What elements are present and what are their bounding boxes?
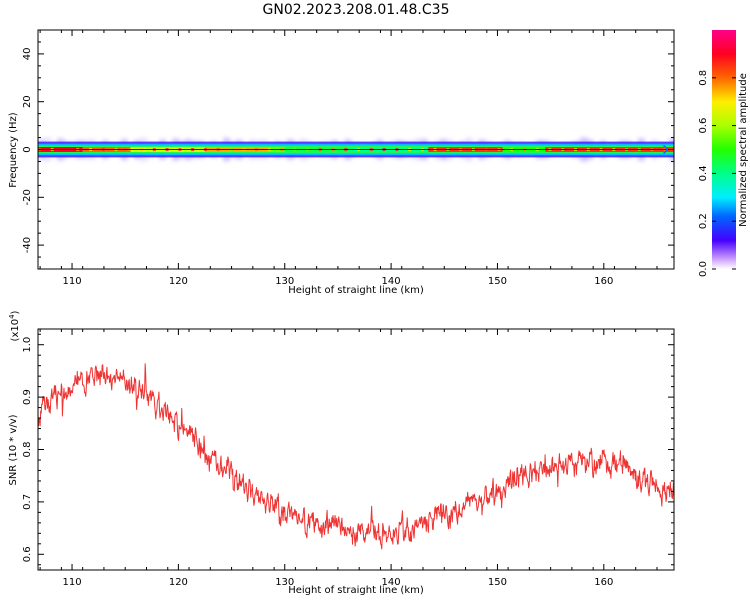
- snr-x-axis-label: Height of straight line (km): [288, 585, 424, 596]
- snr-x-tick-label: 150: [488, 577, 507, 588]
- colorbar-tick-label: 0.6: [698, 118, 709, 134]
- spectrogram-y-tick-label: 20: [22, 95, 33, 108]
- spectrogram-x-tick-label: 160: [594, 276, 613, 287]
- spectrogram-x-tick-label: 130: [275, 276, 294, 287]
- snr-y-tick-label: 0.8: [22, 442, 33, 458]
- snr-x-tick-label: 160: [594, 577, 613, 588]
- snr-y-scale-factor: (x104): [8, 310, 21, 341]
- spectrogram-y-axis-label: Frequency (Hz): [8, 112, 19, 188]
- spectrogram-x-axis-label: Height of straight line (km): [288, 285, 424, 296]
- snr-y-scale-base: (x10: [10, 319, 21, 342]
- spectrogram-panel: 110 120 130 140 150 160 40 20 0 -20 -40 Height of…: [8, 29, 675, 296]
- snr-y-tick-label: 0.6: [22, 546, 33, 562]
- figure-title: GN02.2023.208.01.48.C35: [263, 2, 450, 18]
- spectrogram-y-tick-label: 40: [22, 48, 33, 61]
- colorbar-tick-label: 0.2: [698, 213, 709, 229]
- spectrogram-x-tick-label: 140: [382, 276, 401, 287]
- colorbar: 0.0 0.2 0.4 0.6 0.8 Normalized spectral ampl…: [698, 30, 749, 277]
- spectrogram-x-ticks: 110 120 130 140 150 160: [39, 30, 658, 287]
- snr-y-scale-close: ): [10, 310, 21, 314]
- snr-y-scale-exponent: 4: [8, 314, 16, 319]
- spectrogram-marks: [38, 137, 674, 162]
- colorbar-tick-label: 0.0: [698, 261, 709, 277]
- colorbar-tick-label: 0.4: [698, 165, 709, 181]
- colorbar-gradient: [712, 30, 736, 269]
- spectrogram-y-tick-label: -40: [22, 237, 33, 253]
- spectrogram-x-tick-label: 120: [169, 276, 188, 287]
- snr-x-tick-label: 110: [62, 577, 81, 588]
- spectrogram-end-marker: [663, 144, 669, 155]
- snr-panel: 110 120 130 140 150 160 0.6 0.7 0.8 0.9 1.0 Heigh…: [8, 310, 675, 596]
- snr-x-tick-label: 140: [382, 577, 401, 588]
- snr-x-tick-label: 120: [169, 577, 188, 588]
- snr-y-tick-label: 1.0: [22, 337, 33, 353]
- snr-y-tick-label: 0.7: [22, 494, 33, 510]
- snr-y-ticks: 0.6 0.7 0.8 0.9 1.0: [22, 333, 674, 566]
- spectrogram-y-tick-label: 0: [22, 146, 33, 152]
- snr-y-axis-label: SNR (10 * v/v): [8, 414, 19, 485]
- colorbar-tick-label: 0.8: [698, 70, 709, 86]
- spectrogram-frame: [37, 29, 675, 270]
- colorbar-label: Normalized spectral amplitude: [738, 73, 749, 227]
- spectrogram-y-tick-label: -20: [22, 189, 33, 205]
- snr-plot-area: [38, 329, 674, 570]
- spectrogram-x-tick-label: 110: [62, 276, 81, 287]
- snr-series-line: [38, 363, 674, 550]
- snr-y-tick-label: 0.9: [22, 389, 33, 405]
- snr-frame: [37, 328, 675, 571]
- snr-x-tick-label: 130: [275, 577, 294, 588]
- spectrogram-x-tick-label: 150: [488, 276, 507, 287]
- colorbar-ticks: 0.0 0.2 0.4 0.6 0.8: [698, 70, 736, 277]
